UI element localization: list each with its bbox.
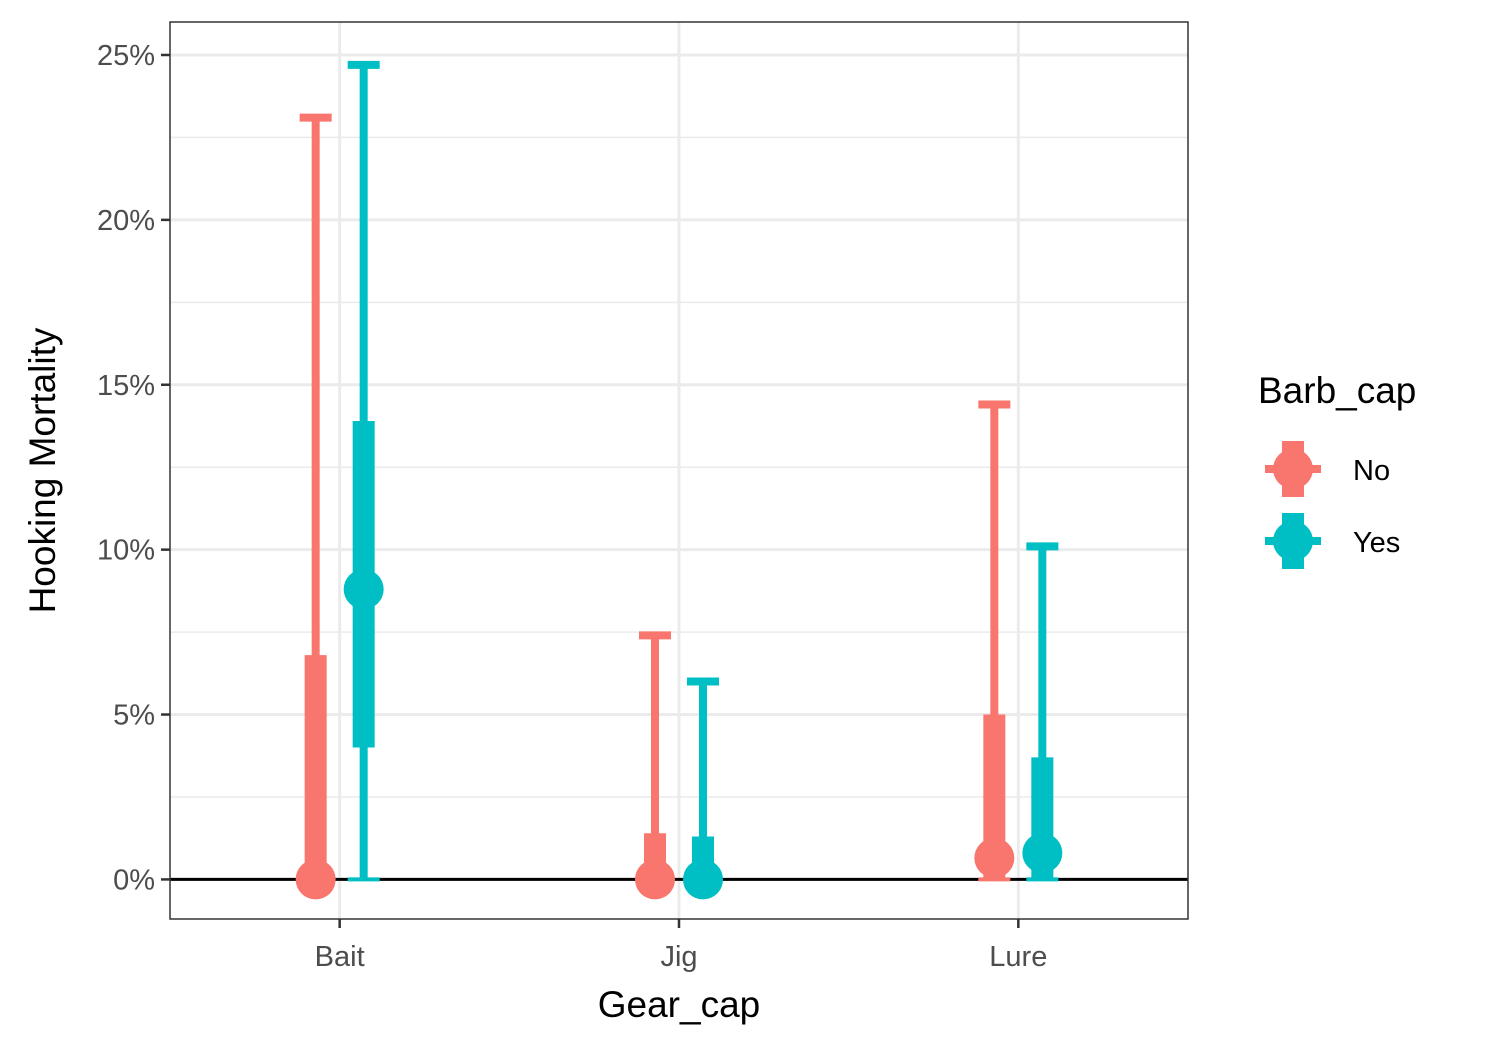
x-tick-label: Lure [989,941,1047,973]
x-tick-label: Bait [315,941,365,973]
y-tick-label: 15% [97,370,155,402]
y-tick-label: 5% [113,700,155,732]
legend: Barb_cap No Yes [1258,370,1416,569]
point-estimate [635,859,675,900]
legend-key-point [1273,521,1313,561]
y-tick-label: 0% [113,864,155,896]
point-estimate [295,859,336,900]
point-estimate [343,569,384,610]
y-tick-label: 10% [97,535,155,567]
y-tick-label: 20% [97,205,155,237]
legend-label: No [1353,455,1390,487]
legend-label: Yes [1353,527,1400,559]
point-estimate [683,859,723,900]
data-marks [295,60,1063,900]
legend-title: Barb_cap [1258,370,1416,411]
legend-key-point [1273,449,1313,489]
x-tick-label: Jig [660,941,697,973]
y-tick-label: 25% [97,40,155,72]
x-axis-title: Gear_cap [598,984,761,1025]
y-axis-title: Hooking Mortality [22,327,63,613]
point-estimate [1022,833,1063,874]
axes: 0% 5% 10% 15% 20% 25% Bait Jig Lure [97,40,1047,973]
point-estimate [974,837,1015,878]
